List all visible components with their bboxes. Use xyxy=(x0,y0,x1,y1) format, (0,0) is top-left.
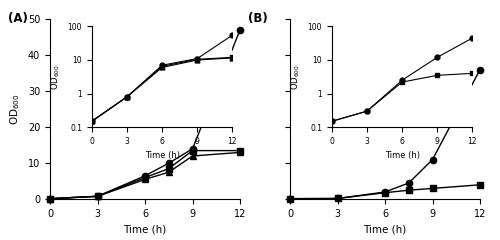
X-axis label: Time (h): Time (h) xyxy=(124,224,166,234)
Text: (B): (B) xyxy=(248,12,268,25)
X-axis label: Time (h): Time (h) xyxy=(364,224,406,234)
Text: (A): (A) xyxy=(8,12,28,25)
Y-axis label: OD$_{600}$: OD$_{600}$ xyxy=(8,93,22,125)
